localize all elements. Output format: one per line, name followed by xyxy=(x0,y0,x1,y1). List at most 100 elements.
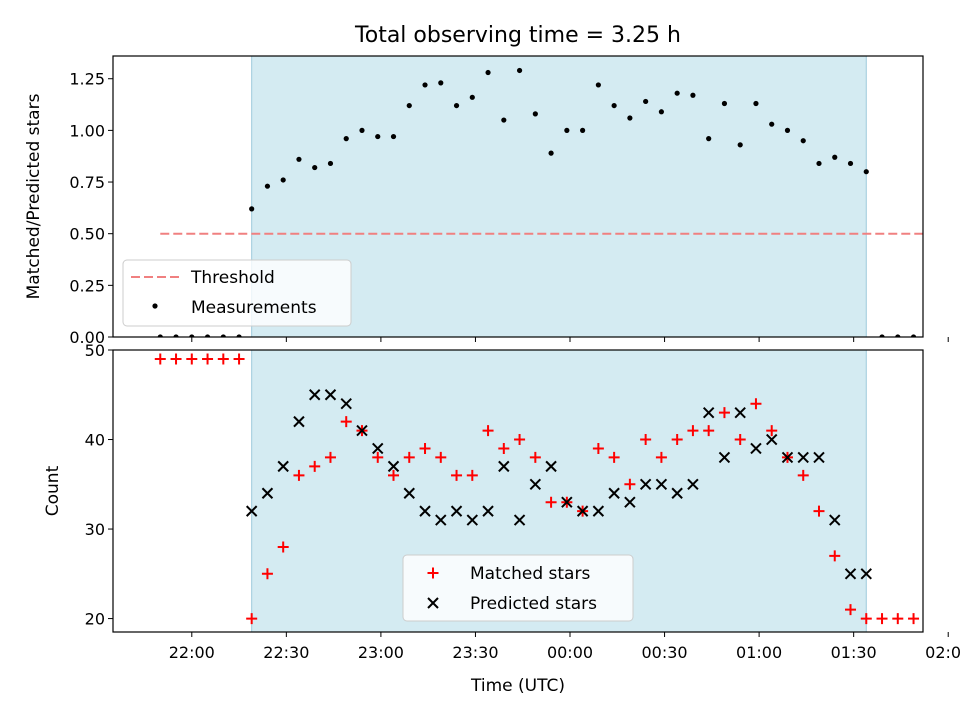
series-predicted-stars xyxy=(245,389,872,580)
data-point xyxy=(261,487,274,499)
data-point xyxy=(734,434,746,446)
data-point xyxy=(312,164,318,171)
data-point xyxy=(687,425,699,437)
data-point xyxy=(356,424,368,437)
data-point xyxy=(245,505,258,517)
data-point xyxy=(340,416,352,428)
data-point xyxy=(797,469,809,481)
data-point xyxy=(403,487,415,499)
x-tick-label: 00:00 xyxy=(547,643,593,662)
data-point xyxy=(703,425,715,437)
data-point xyxy=(189,334,195,337)
data-point xyxy=(340,398,352,410)
x-tick-label: 22:30 xyxy=(263,643,309,662)
data-point xyxy=(813,505,825,517)
data-point xyxy=(406,102,412,109)
data-point xyxy=(847,160,854,167)
data-point xyxy=(157,334,163,337)
data-point xyxy=(246,613,258,625)
legend-predicted-label: Predicted stars xyxy=(470,594,597,614)
data-point xyxy=(529,478,542,490)
data-point xyxy=(220,334,226,337)
data-point xyxy=(466,469,478,481)
data-point xyxy=(580,127,586,133)
data-point xyxy=(927,334,932,339)
data-point xyxy=(860,568,872,580)
legend-matched-label: Matched stars xyxy=(470,564,590,584)
data-point xyxy=(816,160,822,167)
data-point xyxy=(608,451,620,463)
data-point xyxy=(860,613,872,625)
data-point xyxy=(753,100,759,107)
data-point xyxy=(359,127,365,133)
data-point xyxy=(892,613,904,625)
data-point xyxy=(564,127,570,133)
data-point xyxy=(879,334,885,337)
data-point xyxy=(671,487,683,499)
data-point xyxy=(658,109,665,115)
data-point xyxy=(419,505,431,517)
data-point xyxy=(532,111,538,117)
data-point xyxy=(204,334,211,337)
legend-measurements-swatch xyxy=(152,303,158,309)
data-point xyxy=(624,496,636,508)
data-point xyxy=(403,451,415,463)
data-point xyxy=(734,406,746,419)
data-point xyxy=(876,613,888,625)
data-point xyxy=(482,505,494,517)
data-point xyxy=(832,154,838,160)
x-axis xyxy=(191,337,949,342)
data-point xyxy=(375,133,381,140)
y-axis: 0.00 0.25 0.50 0.75 1.00 1.25 xyxy=(69,70,113,347)
data-point xyxy=(545,496,557,508)
data-point xyxy=(706,136,712,142)
y-tick-label: 0.25 xyxy=(69,276,105,295)
data-point xyxy=(908,613,920,625)
legend-measurements-label: Measurements xyxy=(191,298,317,318)
data-point xyxy=(829,550,841,562)
data-point xyxy=(388,469,400,481)
x-tick-label: 02:00 xyxy=(925,643,960,662)
data-point xyxy=(690,92,696,98)
data-point xyxy=(769,121,775,127)
y-tick-label: 0.75 xyxy=(69,173,105,192)
data-point xyxy=(450,505,463,517)
data-point xyxy=(485,69,491,76)
data-point xyxy=(674,90,680,96)
x-tick-label: 22:00 xyxy=(169,643,215,662)
data-point xyxy=(561,496,573,508)
y-axis: 20 30 40 50 xyxy=(85,341,113,629)
data-point xyxy=(813,451,825,464)
data-point xyxy=(498,442,510,454)
data-point xyxy=(737,142,743,148)
data-point xyxy=(611,102,617,109)
data-point xyxy=(324,389,337,401)
data-point xyxy=(309,460,321,472)
series-matched-stars xyxy=(154,353,920,625)
data-point xyxy=(643,98,649,105)
legend-box xyxy=(402,554,634,622)
data-point xyxy=(640,434,652,446)
y-axis-label: Matched/Predicted stars xyxy=(24,93,44,299)
data-point xyxy=(186,353,198,365)
legend-matched-swatch xyxy=(427,567,439,579)
data-point xyxy=(910,334,917,337)
data-point xyxy=(766,433,778,446)
data-point xyxy=(624,478,636,490)
y-tick-label: 50 xyxy=(85,341,105,360)
data-point xyxy=(750,398,762,410)
data-point xyxy=(529,451,541,463)
data-point xyxy=(202,353,214,365)
data-point xyxy=(655,451,667,463)
y-tick-label: 30 xyxy=(85,520,105,539)
plot-area xyxy=(157,56,932,339)
data-point xyxy=(718,451,731,464)
data-point xyxy=(829,514,841,526)
data-point xyxy=(608,487,620,499)
data-point xyxy=(784,127,791,133)
x-tick-label: 01:00 xyxy=(736,643,782,662)
observing-window xyxy=(251,56,867,337)
data-point xyxy=(343,136,349,142)
data-point xyxy=(766,425,778,437)
data-point xyxy=(687,478,699,490)
